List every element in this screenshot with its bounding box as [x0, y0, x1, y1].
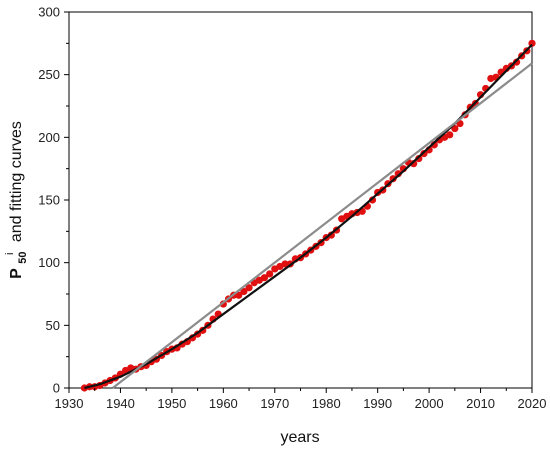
x-tick-label: 1990: [363, 396, 392, 411]
data-point: [235, 291, 243, 299]
x-tick-label: 1940: [106, 396, 135, 411]
data-point: [240, 287, 248, 296]
tick-layer: 1930 1940 1950 1960 1970 1980 1990 2000 2010 2020…: [38, 5, 546, 412]
y-axis-label-text: and fitting curves: [8, 121, 25, 242]
x-tick-label: 1980: [312, 396, 341, 411]
data-point: [446, 131, 454, 139]
x-tick-label: 1930: [55, 396, 84, 411]
data-point: [415, 155, 423, 163]
y-axis-label-superscript: i: [4, 253, 16, 255]
y-tick-label: 100: [38, 255, 60, 270]
fit-curve-line: [84, 43, 533, 390]
x-tick-label: 1960: [209, 396, 238, 411]
y-axis-label: P 50 i and fitting curves: [0, 121, 30, 279]
y-tick-label: 150: [38, 193, 60, 208]
y-tick-label: 200: [38, 130, 60, 145]
x-tick-label: 1950: [157, 396, 186, 411]
x-tick-label: 1970: [260, 396, 289, 411]
linear-fit-line: [112, 62, 533, 389]
data-point: [451, 124, 459, 133]
plot-frame: [68, 11, 533, 389]
x-tick-label: 2010: [466, 396, 495, 411]
x-axis-label: years: [280, 429, 319, 446]
data-point: [368, 196, 377, 204]
y-tick-label: 0: [53, 381, 60, 396]
x-tick-label: 2000: [415, 396, 444, 411]
data-layer: [80, 39, 536, 392]
data-point: [260, 274, 269, 282]
data-point: [512, 58, 521, 66]
data-point: [281, 260, 289, 268]
y-axis-label-symbol: P: [8, 268, 25, 279]
y-tick-label: 50: [46, 318, 60, 333]
y-axis-label-subscript: 50: [17, 251, 29, 263]
y-tick-label: 250: [38, 67, 60, 82]
y-tick-label: 300: [38, 5, 60, 20]
x-tick-label: 2020: [518, 396, 547, 411]
data-point: [266, 270, 274, 278]
data-point: [245, 284, 253, 292]
data-point: [327, 231, 335, 239]
